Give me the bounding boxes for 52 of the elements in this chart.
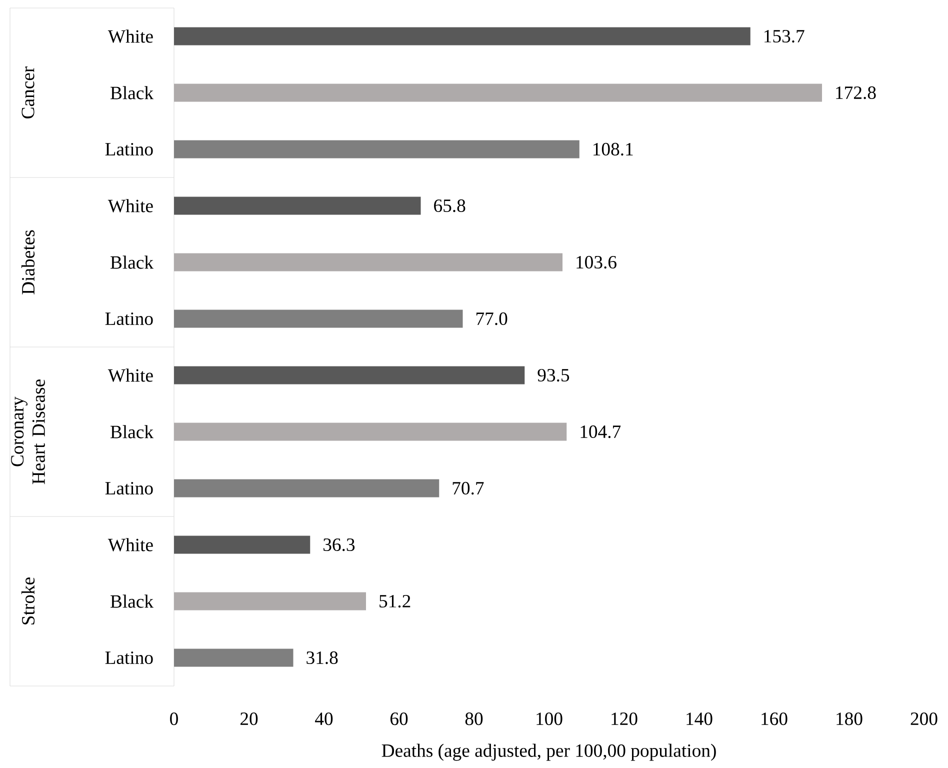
bar <box>174 140 580 158</box>
bar <box>174 479 440 498</box>
bar <box>174 592 366 610</box>
x-tick-label: 180 <box>836 712 862 726</box>
bar <box>174 310 463 328</box>
x-tick-label: 60 <box>390 712 408 726</box>
x-tick-label: 0 <box>170 712 178 726</box>
data-label: 153.7 <box>764 30 804 43</box>
x-tick-label: 20 <box>240 712 258 726</box>
y-tick-label: Black <box>110 86 154 100</box>
data-label: 172.8 <box>836 86 876 100</box>
text: Coronary Heart Disease <box>11 380 45 484</box>
x-tick-label: 100 <box>536 712 562 726</box>
y-tick-label: White <box>108 368 153 382</box>
x-tick-label: 160 <box>762 712 788 726</box>
y-tick-label: Latino <box>105 142 153 156</box>
y-tick-label: Latino <box>105 651 153 664</box>
data-label: 103.6 <box>576 256 616 269</box>
x-tick-label: 120 <box>612 712 638 726</box>
y-tick-label: Black <box>110 256 154 269</box>
bar <box>174 648 294 667</box>
data-label: 104.7 <box>580 425 621 438</box>
text: Stroke <box>21 578 35 624</box>
bar <box>174 536 310 554</box>
data-label: 93.5 <box>538 368 570 382</box>
data-label: 65.8 <box>434 199 466 212</box>
bar <box>174 84 822 102</box>
data-label: 77.0 <box>476 312 508 326</box>
data-label: 108.1 <box>594 142 633 156</box>
bar <box>174 196 421 215</box>
data-label: 31.8 <box>306 651 338 664</box>
data-label: 36.3 <box>324 538 355 552</box>
data-label: 70.7 <box>452 482 484 495</box>
y-tick-label: Latino <box>105 312 153 326</box>
bar <box>174 422 567 441</box>
bar <box>174 253 563 272</box>
x-tick-label: 200 <box>910 712 938 726</box>
y-tick-label: Black <box>110 594 154 608</box>
x-axis-title: Deaths (age adjusted, per 100,00 population) <box>382 744 716 761</box>
y-tick-label: White <box>108 30 153 43</box>
bar <box>174 366 525 384</box>
x-tick-label: 40 <box>315 712 333 726</box>
text: Diabetes <box>21 230 35 294</box>
y-tick-label: White <box>108 538 153 552</box>
y-tick-label: White <box>108 199 153 212</box>
y-tick-label: Latino <box>105 482 153 495</box>
x-tick-label: 140 <box>686 712 712 726</box>
text: Cancer <box>22 66 34 118</box>
bar <box>174 27 750 46</box>
y-tick-label: Black <box>110 425 154 438</box>
x-tick-label: 80 <box>465 712 483 726</box>
data-label: 51.2 <box>380 594 410 608</box>
